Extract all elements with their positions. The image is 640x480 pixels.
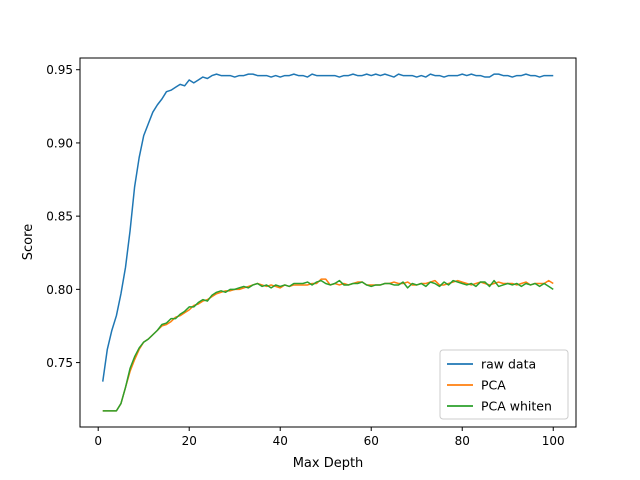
x-tick-label: 40 xyxy=(273,434,288,448)
x-tick-label: 20 xyxy=(182,434,197,448)
legend: raw data PCA PCA whiten xyxy=(439,349,569,420)
series-lines xyxy=(102,73,554,412)
legend-box xyxy=(439,349,569,420)
y-tick-label: 0.85 xyxy=(46,210,73,224)
x-axis-label: Max Depth xyxy=(293,456,364,471)
x-axis-ticks: 0 20 40 60 80 100 xyxy=(94,427,565,448)
legend-label-2: PCA whiten xyxy=(481,399,552,414)
y-tick-label: 0.90 xyxy=(46,136,73,150)
x-tick-label: 0 xyxy=(94,434,102,448)
y-tick-label: 0.75 xyxy=(46,356,73,370)
x-tick-label: 100 xyxy=(542,434,565,448)
series-line-0 xyxy=(102,73,554,382)
legend-label-1: PCA xyxy=(481,378,506,393)
y-axis-label: Score xyxy=(21,224,36,260)
x-tick-label: 80 xyxy=(455,434,470,448)
y-axis-ticks: 0.75 0.80 0.85 0.90 0.95 xyxy=(46,63,80,370)
series-line-2 xyxy=(102,279,554,412)
legend-label-0: raw data xyxy=(481,357,536,372)
y-tick-label: 0.95 xyxy=(46,63,73,77)
y-tick-label: 0.80 xyxy=(46,283,73,297)
x-tick-label: 60 xyxy=(364,434,379,448)
plot-frame xyxy=(79,57,577,428)
